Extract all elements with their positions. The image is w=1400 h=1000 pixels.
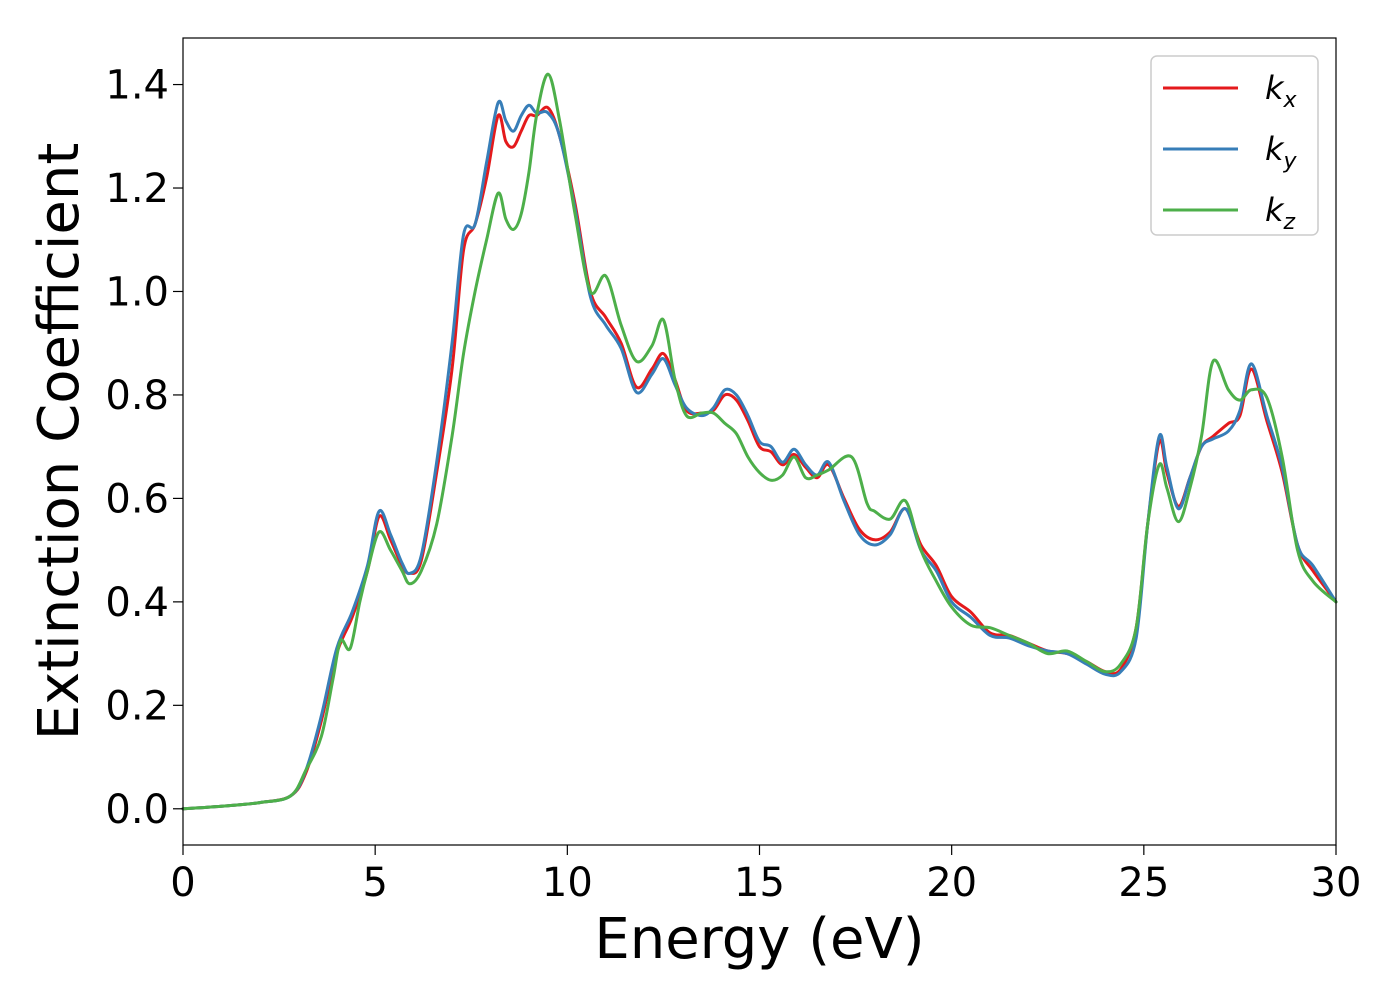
- x-tick-label: 25: [1118, 860, 1169, 906]
- legend-label-kx: kx: [1265, 69, 1298, 113]
- y-axis: 0.0 0.2 0.4 0.6 0.8 1.0 1.2 1.4: [105, 63, 183, 833]
- y-tick-label: 0.0: [105, 787, 169, 833]
- y-tick-label: 1.2: [105, 166, 169, 212]
- legend-box: [1150, 55, 1319, 236]
- x-tick-label: 15: [734, 860, 785, 906]
- legend: kx ky kz: [1150, 55, 1319, 236]
- legend-label-ky: ky: [1265, 130, 1298, 174]
- x-tick-label: 0: [170, 860, 195, 906]
- x-axis: 0 5 10 15 20 25 30: [170, 845, 1361, 906]
- y-tick-label: 0.4: [105, 580, 169, 626]
- series-line-kz: [181, 72, 1338, 811]
- y-tick-label: 1.4: [105, 63, 169, 109]
- x-tick-label: 10: [542, 860, 593, 906]
- series-layer: [181, 72, 1338, 811]
- y-axis-title: Extinction Coefficient: [27, 143, 92, 741]
- x-axis-title: Energy (eV): [594, 907, 924, 972]
- x-tick-label: 5: [362, 860, 387, 906]
- x-tick-label: 20: [926, 860, 977, 906]
- x-tick-label: 30: [1311, 860, 1362, 906]
- series-line-ky: [181, 99, 1338, 811]
- y-tick-label: 0.6: [105, 476, 169, 522]
- y-tick-label: 1.0: [105, 269, 169, 315]
- y-tick-label: 0.2: [105, 683, 169, 729]
- legend-label-kz: kz: [1265, 191, 1296, 235]
- y-tick-label: 0.8: [105, 373, 169, 419]
